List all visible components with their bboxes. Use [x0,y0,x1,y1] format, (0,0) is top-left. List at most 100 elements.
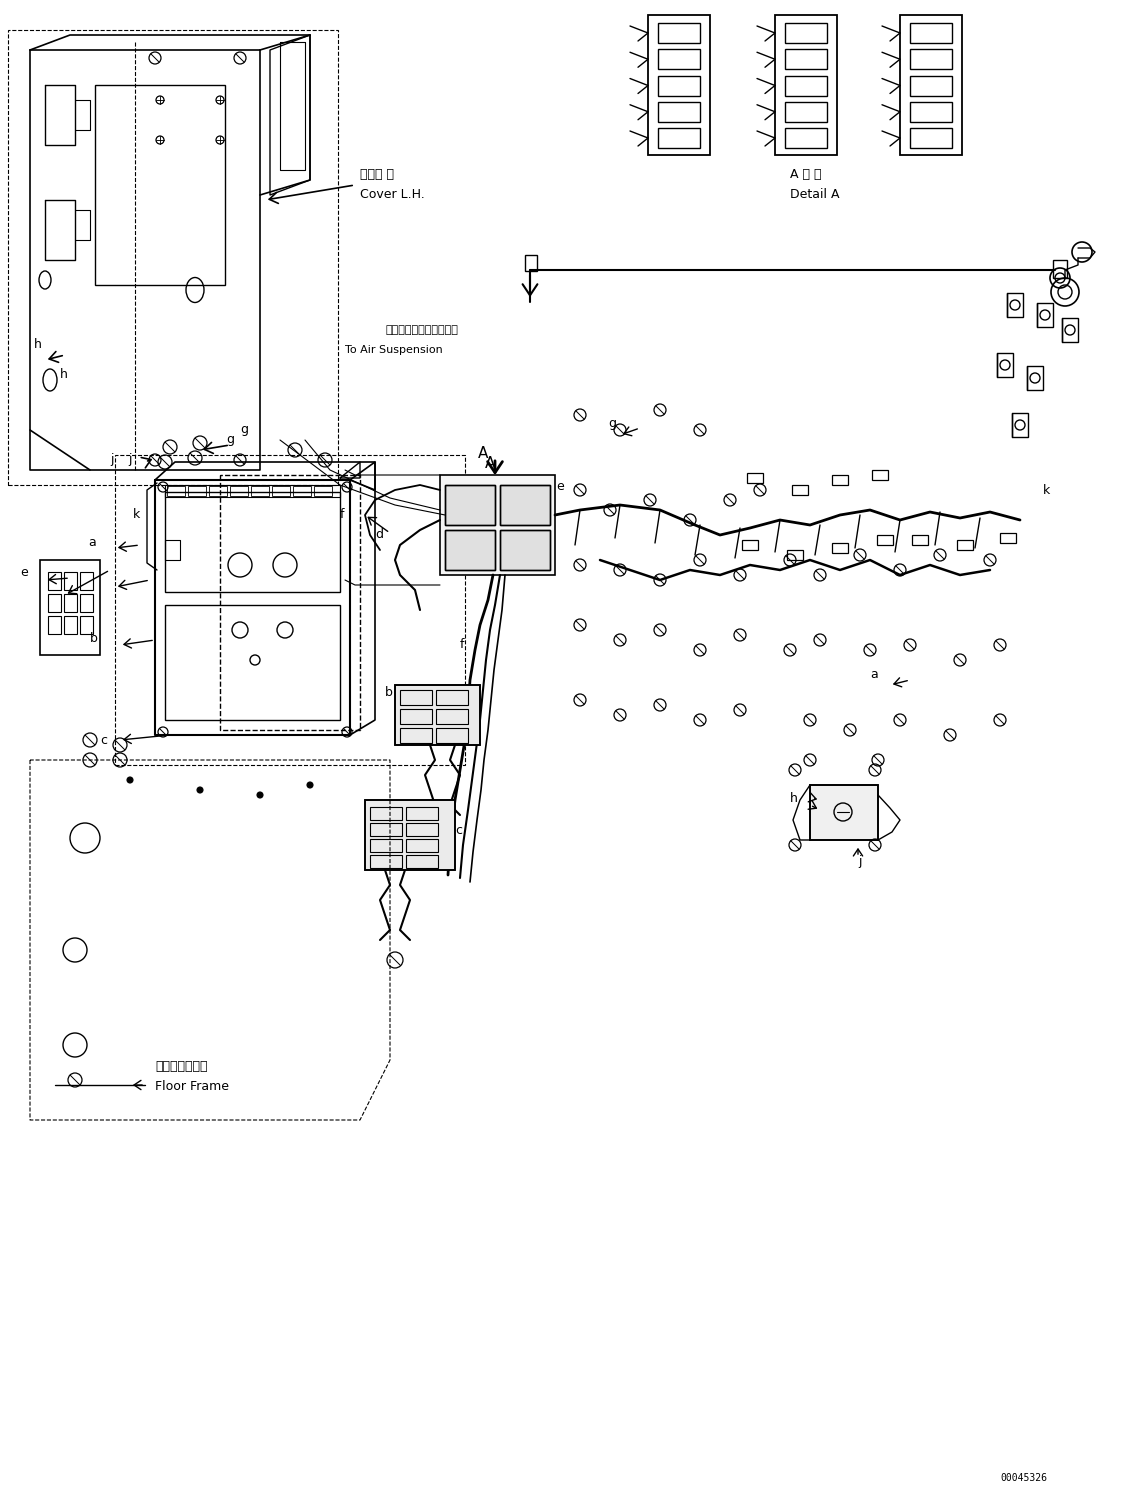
Bar [436,690,468,705]
Bar [165,492,340,592]
Text: b: b [90,632,98,644]
Circle shape [127,777,133,783]
Bar [792,485,808,495]
Circle shape [257,792,263,798]
Bar [445,529,495,570]
Text: j: j [858,856,861,868]
Bar [436,728,468,743]
Text: カバー 左: カバー 左 [360,168,394,182]
Bar [910,76,952,95]
Text: 00045326: 00045326 [1000,1473,1047,1484]
Bar [658,49,700,69]
Bar [810,784,878,839]
Text: d: d [375,528,383,541]
Text: g: g [608,416,616,429]
Bar [501,485,550,525]
Bar [1000,532,1016,543]
Bar [64,593,77,611]
Text: j: j [129,453,132,467]
Bar [832,543,848,553]
Text: Floor Frame: Floor Frame [155,1081,228,1093]
Bar [48,573,61,590]
Bar [957,540,974,550]
Text: k: k [133,508,140,522]
Text: g: g [226,434,234,446]
Bar [251,486,269,497]
Text: To Air Suspension: To Air Suspension [346,344,443,355]
Bar [166,486,185,497]
Bar [95,85,225,285]
Bar [370,823,402,836]
Text: a: a [870,668,878,681]
Circle shape [307,781,313,789]
Bar [165,485,340,497]
Bar [785,101,827,122]
Bar [501,485,550,525]
Bar [406,807,439,820]
Bar [370,839,402,851]
Bar [658,128,700,148]
Bar [48,616,61,634]
Bar [230,486,248,497]
Bar [406,854,439,868]
Bar [525,255,537,271]
Bar [406,839,439,851]
Bar [785,128,827,148]
Bar [445,485,495,525]
Text: フロアフレーム: フロアフレーム [155,1060,208,1074]
Bar [400,690,432,705]
Text: e: e [556,480,564,494]
Bar [80,593,93,611]
Text: エアーサスペンションへ: エアーサスペンションへ [385,325,458,335]
Bar [658,22,700,43]
Bar [785,49,827,69]
Bar [445,529,495,570]
Bar [742,540,758,550]
Bar [8,30,338,485]
Bar [788,550,802,561]
Circle shape [197,787,203,793]
Bar [910,101,952,122]
Bar [440,476,554,576]
Text: a: a [88,535,95,549]
Bar [48,593,61,611]
Bar [445,485,495,525]
Bar [912,535,928,546]
Bar [1062,318,1078,341]
Bar [395,684,480,746]
Text: Detail A: Detail A [790,188,839,201]
Bar [395,684,480,746]
Bar [370,807,402,820]
Bar [810,784,878,839]
Bar [900,15,962,155]
Text: h: h [790,792,798,805]
Text: Cover L.H.: Cover L.H. [360,188,425,201]
Text: f: f [460,638,465,652]
Bar [501,529,550,570]
Text: j: j [110,453,114,467]
Bar [910,49,952,69]
Bar [785,76,827,95]
Bar [406,823,439,836]
Bar [658,101,700,122]
Bar [115,455,465,765]
Text: h: h [34,338,42,352]
Bar [872,470,889,480]
Text: h: h [60,368,68,382]
Text: A: A [484,455,495,471]
Bar [293,486,311,497]
Bar [501,529,550,570]
Bar [365,801,455,871]
Bar [80,616,93,634]
Bar [436,710,468,725]
Bar [1053,259,1066,277]
Bar [1037,303,1053,327]
Bar [877,535,893,546]
Text: A 詳 細: A 詳 細 [790,168,822,182]
Text: g: g [240,423,248,437]
Text: k: k [1044,483,1050,497]
Bar [209,486,227,497]
Bar [1027,365,1044,391]
Bar [370,854,402,868]
Bar [64,616,77,634]
